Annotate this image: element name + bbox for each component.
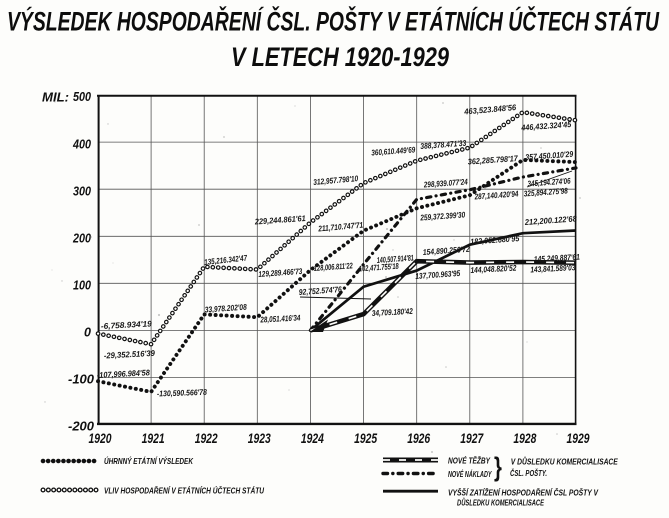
svg-text:102,471.755'18: 102,471.755'18: [359, 262, 400, 274]
svg-text:211,710.747'71: 211,710.747'71: [317, 221, 364, 234]
svg-text:VYŠŠÍ ZATÍŽENÍ HOSPODAŘENÍ ČSL: VYŠŠÍ ZATÍŽENÍ HOSPODAŘENÍ ČSL POŠTY V: [448, 489, 599, 498]
svg-text:1923: 1923: [248, 431, 271, 446]
svg-text:154,890.256'72: 154,890.256'72: [423, 245, 471, 257]
svg-text:1926: 1926: [407, 431, 430, 446]
svg-text:298,939.077'24: 298,939.077'24: [423, 177, 469, 189]
svg-text:-29,352.516'39: -29,352.516'39: [104, 349, 156, 361]
svg-text:-130,590.566'78: -130,590.566'78: [157, 388, 208, 399]
svg-text:ÚHRNNÝ ETÁTNÍ VÝSLEDEK: ÚHRNNÝ ETÁTNÍ VÝSLEDEK: [104, 457, 194, 466]
svg-text:-107,996.984'58: -107,996.984'58: [97, 368, 151, 380]
svg-text:ČSL. POŠTY.: ČSL. POŠTY.: [510, 469, 547, 478]
svg-text:325,894.275'98: 325,894.275'98: [524, 186, 569, 198]
svg-text:-200: -200: [68, 420, 94, 434]
svg-text:137,700.963'95: 137,700.963'95: [415, 269, 461, 281]
svg-text:200: 200: [72, 232, 91, 246]
svg-text:400: 400: [72, 137, 91, 151]
svg-text:1925: 1925: [354, 431, 377, 446]
svg-text:212,200.122'68: 212,200.122'68: [524, 214, 578, 227]
svg-text:300: 300: [73, 184, 91, 198]
svg-text:V LETECH 1920-1929: V LETECH 1920-1929: [231, 42, 449, 72]
svg-text:140,507.914'81: 140,507.914'81: [377, 253, 415, 265]
svg-text:-100: -100: [68, 373, 94, 387]
svg-text:1921: 1921: [142, 431, 165, 446]
svg-text:NOVÉ NÁKLADY: NOVÉ NÁKLADY: [448, 470, 492, 479]
svg-text:182,052.680'95: 182,052.680'95: [470, 234, 520, 246]
svg-text:287,140.420'94: 287,140.420'94: [473, 189, 519, 201]
svg-text:33,978.202'08: 33,978.202'08: [205, 303, 248, 315]
svg-text:129,289.466'73: 129,289.466'73: [258, 267, 303, 279]
svg-text:143,841.589'03: 143,841.589'03: [530, 263, 576, 274]
svg-text:360,610.449'69: 360,610.449'69: [371, 145, 416, 157]
svg-text:0: 0: [84, 326, 91, 340]
svg-text:28,051.416'34: 28,051.416'34: [259, 313, 301, 324]
svg-text:500: 500: [73, 90, 91, 104]
svg-text:1929: 1929: [567, 431, 590, 446]
svg-text:345,194.274'06: 345,194.274'06: [527, 176, 571, 188]
svg-text:34,709.180'42: 34,709.180'42: [372, 307, 414, 318]
svg-text:144,048.820'52: 144,048.820'52: [470, 264, 517, 275]
svg-text:VLIV HOSPODAŘENÍ V ETÁTNÍCH ÚČ: VLIV HOSPODAŘENÍ V ETÁTNÍCH ÚČTECH STÁTU: [104, 487, 264, 496]
svg-text:DŮSLEDKU KOMERCIALISACE: DŮSLEDKU KOMERCIALISACE: [457, 498, 544, 508]
svg-text:1924: 1924: [301, 431, 324, 446]
svg-text:MIL:: MIL:: [42, 91, 69, 105]
svg-text:128,006.811'22: 128,006.811'22: [314, 261, 354, 273]
svg-text:312,957.798'10: 312,957.798'10: [313, 174, 359, 187]
svg-text:-6,758.934'19: -6,758.934'19: [101, 319, 153, 331]
svg-text:446,432.324'45: 446,432.324'45: [520, 120, 572, 133]
svg-text:1922: 1922: [195, 431, 218, 446]
svg-text:}: }: [494, 452, 502, 483]
svg-text:92,752.574'76: 92,752.574'76: [299, 285, 343, 297]
svg-text:229,244.861'61: 229,244.861'61: [254, 214, 307, 227]
svg-text:VÝSLEDEK HOSPODAŘENÍ ČSL. POŠT: VÝSLEDEK HOSPODAŘENÍ ČSL. POŠTY V ETÁTNÍ…: [7, 6, 660, 37]
svg-text:100: 100: [73, 279, 91, 293]
svg-text:259,372.399'30: 259,372.399'30: [419, 210, 466, 222]
svg-text:1927: 1927: [460, 431, 484, 446]
svg-text:V DŮSLEDKU KOMERCIALISACE: V DŮSLEDKU KOMERCIALISACE: [511, 457, 619, 467]
svg-text:NOVÉ TĚŽBY: NOVÉ TĚŽBY: [448, 457, 491, 466]
svg-text:145,249.887'61: 145,249.887'61: [534, 253, 581, 264]
svg-text:357,450.010'29: 357,450.010'29: [525, 150, 574, 162]
svg-text:1920: 1920: [89, 431, 112, 446]
svg-text:388,378.471'33: 388,378.471'33: [420, 139, 467, 151]
svg-text:1928: 1928: [513, 431, 536, 446]
svg-text:362,285.798'17: 362,285.798'17: [468, 154, 519, 166]
